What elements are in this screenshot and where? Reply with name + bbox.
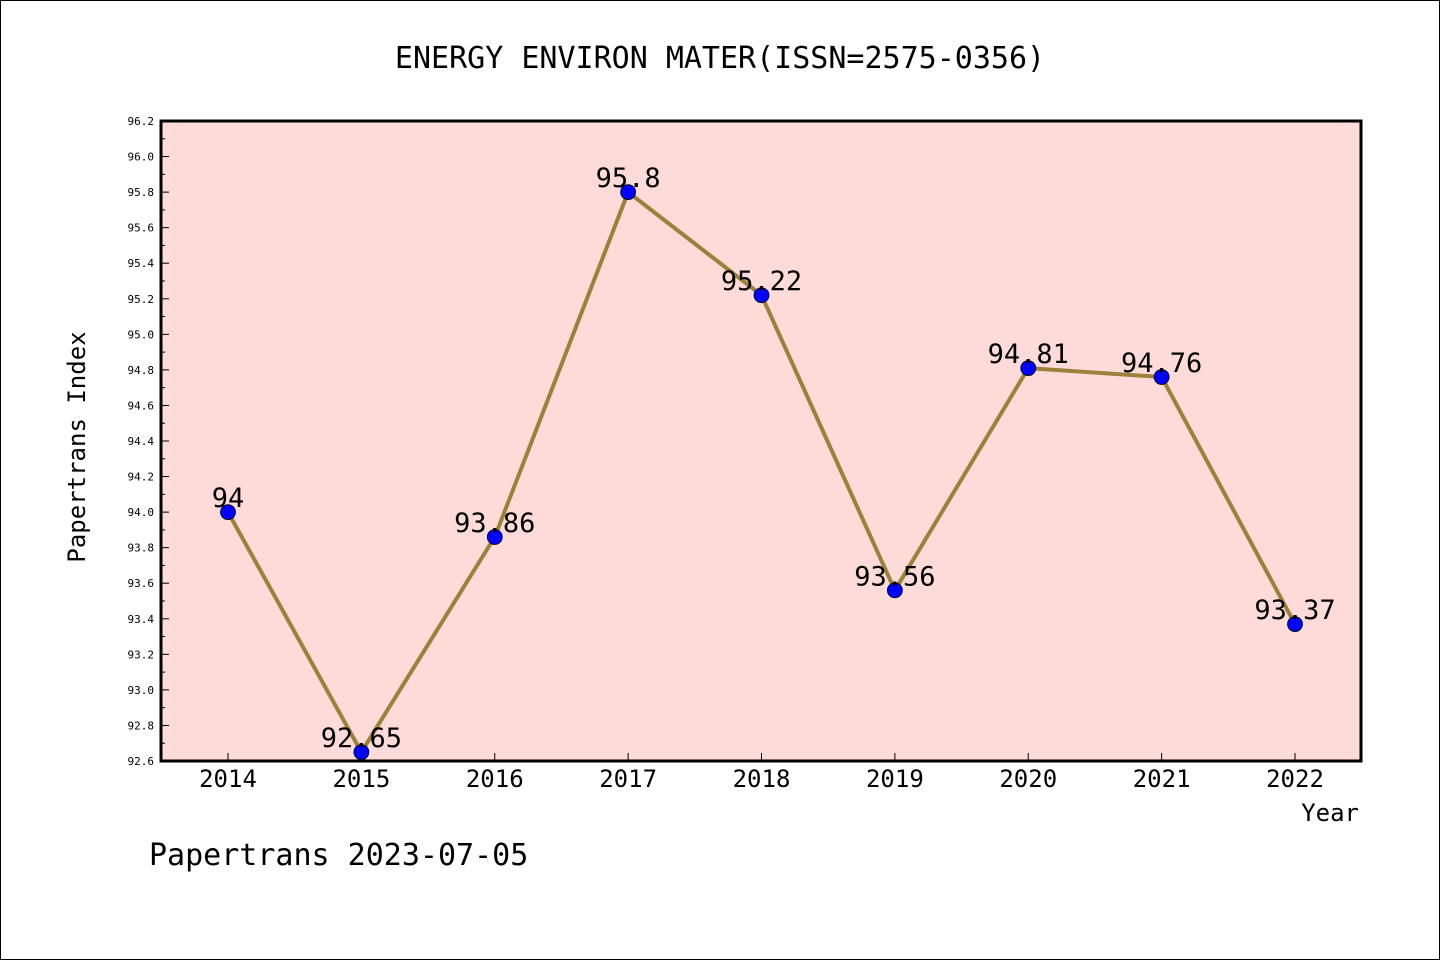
plot-area [159,119,1363,763]
x-tick-label: 2014 [199,765,257,793]
data-point [753,287,770,304]
footer-text: Papertrans 2023-07-05 [149,838,528,873]
y-tick-label: 93.6 [128,577,155,590]
y-tick-label: 93.2 [128,648,155,661]
data-point [620,184,637,201]
data-label: 92.65 [321,723,402,754]
x-tick-label: 2022 [1266,765,1324,793]
x-tick-label: 2019 [866,765,924,793]
data-label: 95.8 [596,163,661,194]
y-tick-label: 94.4 [128,435,155,448]
y-tick-label: 94.2 [128,471,155,484]
y-tick-label: 93.0 [128,684,155,697]
x-tick-label: 2020 [999,765,1057,793]
data-point [1020,360,1037,377]
y-tick-label: 94.0 [128,506,155,519]
x-tick-label: 2015 [332,765,390,793]
x-axis-label: Year [1301,799,1359,827]
data-label: 95.22 [721,266,802,297]
y-tick-label: 93.8 [128,542,155,555]
data-label: 93.86 [454,508,535,539]
data-point [353,744,370,761]
chart-title: ENERGY ENVIRON MATER(ISSN=2575-0356) [395,41,1045,76]
data-label: 94 [212,483,245,514]
data-label: 93.37 [1254,595,1335,626]
y-axis: 92.6 92.8 93.0 93.2 93.4 93.6 93.8 94.0 94.2 94.4… [128,115,169,768]
x-tick-label: 2017 [599,765,657,793]
x-tick-label: 2021 [1133,765,1191,793]
x-tick-label: 2016 [466,765,524,793]
y-tick-label: 94.6 [128,399,155,412]
y-tick-label: 93.4 [128,613,155,626]
y-tick-label: 95.8 [128,186,155,199]
data-point [1287,616,1303,633]
y-tick-label: 95.6 [128,222,155,235]
data-label: 94.76 [1121,348,1202,379]
data-label: 94.81 [988,339,1069,370]
y-tick-label: 92.6 [128,755,155,768]
data-point [1153,369,1170,385]
y-tick-label: 96.2 [128,115,155,128]
data-point [886,582,903,599]
y-tick-label: 95.4 [128,257,155,270]
x-tick-label: 2018 [733,765,791,793]
y-tick-label: 95.2 [128,293,155,306]
x-axis: 2014 2015 2016 2017 2018 2019 2020 2021 2022 [199,753,1324,793]
data-point [220,504,236,521]
data-series: 94 92.65 93.86 95.8 95.22 93.56 94.81 94.76 93.3… [212,163,1336,761]
y-tick-label: 95.0 [128,328,155,341]
data-point [486,529,503,545]
y-tick-label: 96.0 [128,151,155,164]
y-tick-label: 94.8 [128,364,155,377]
y-axis-label: Papertrans Index [63,331,91,562]
data-label: 93.56 [854,561,935,592]
y-tick-label: 92.8 [128,719,155,732]
